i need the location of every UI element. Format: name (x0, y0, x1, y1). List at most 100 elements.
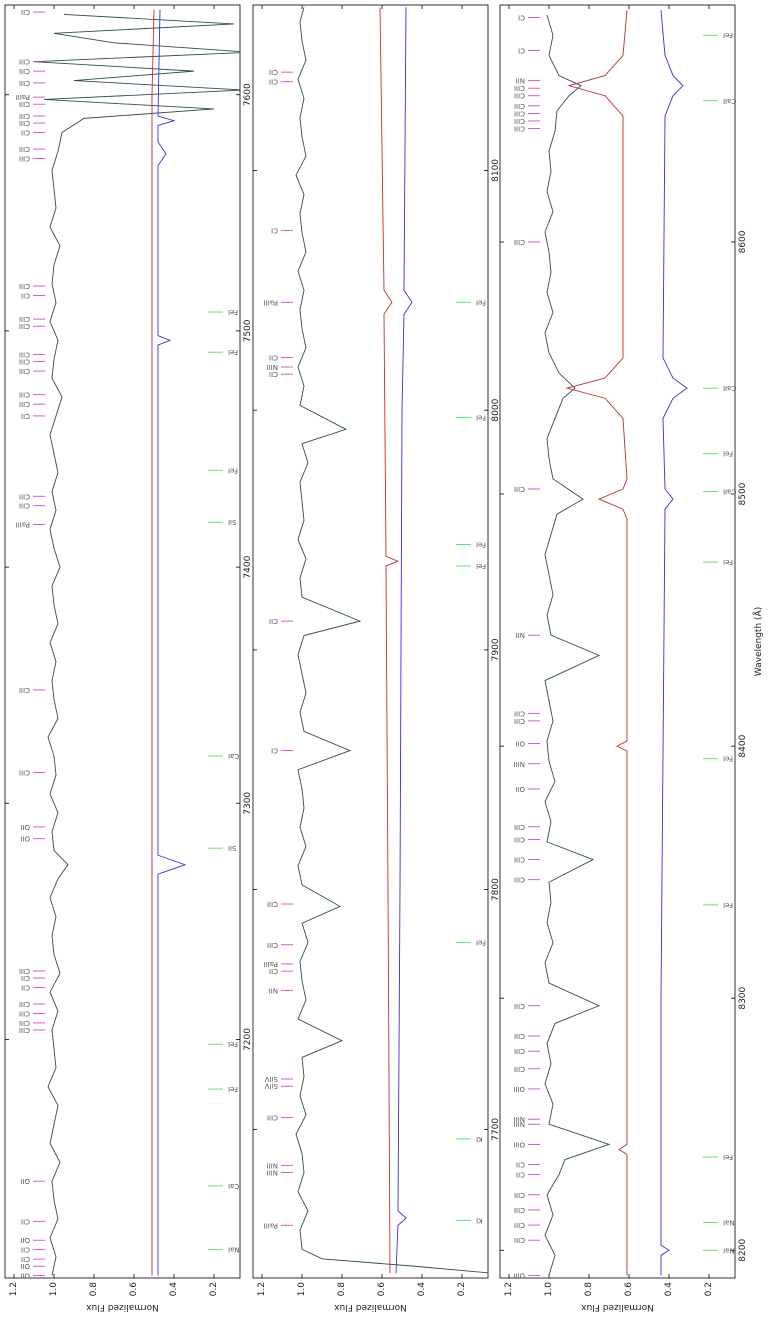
line-id-label: CIII (514, 835, 525, 843)
line-id-label: PaIII (16, 93, 30, 101)
line-id-label: CI (518, 14, 525, 22)
line-id-label: CIII (514, 102, 525, 110)
line-id-label: SiIV (265, 1075, 278, 1083)
line-id-label: NII (516, 631, 525, 639)
line-id-label: CIII (514, 92, 525, 100)
y-tick-label: 1.2 (504, 1282, 514, 1296)
spectrum-line (33, 14, 240, 1276)
y-axis-title: Normalized Flux (581, 1302, 654, 1312)
y-tick-label: 0.6 (377, 1282, 387, 1297)
x-tick-label: 7200 (243, 1028, 253, 1051)
line-id-label: CIII (514, 485, 525, 493)
line-id-label: CIII (19, 322, 30, 330)
line-id-label: OII (20, 1272, 30, 1280)
line-id-label: CaII (723, 384, 736, 392)
line-id-label: OII (20, 1262, 30, 1270)
line-id-label: CaI (228, 1182, 239, 1190)
line-id-label: NaI (723, 1219, 735, 1227)
y-tick-label: 0.6 (129, 1282, 139, 1297)
line-id-label: KI (476, 1216, 483, 1224)
rotated-figure: 7200 7300 7400 7500 7600 0.2 0.4 0.6 0.8 1.0 1.2 No… (4, 4, 764, 1312)
x-tick-label: 8100 (491, 159, 501, 182)
line-id-label: CII (21, 129, 30, 137)
x-tick-label: 7800 (491, 878, 501, 901)
line-id-label: CIII (19, 282, 30, 290)
plot-area (544, 10, 688, 1276)
line-id-label: NII (516, 77, 525, 85)
line-id-label: CIII (19, 1026, 30, 1034)
line-id-label: CIII (267, 1113, 278, 1121)
y-tick-label: 0.4 (664, 1282, 674, 1297)
line-id-label: CIII (19, 155, 30, 163)
line-id-label: NIII (267, 1169, 278, 1177)
line-id-label: OII (20, 1177, 30, 1185)
line-id-label: CIII (19, 967, 30, 975)
line-id-label: CIII (514, 1206, 525, 1214)
spectrum-line (295, 7, 488, 1274)
line-id-label: CIII (514, 717, 525, 725)
x-tick-label: 7400 (243, 555, 253, 578)
y-tick-label: 1.0 (544, 1282, 554, 1297)
panel: 8200 8300 8400 8500 8600 0.2 0.4 0.6 0.8 1.0 1.2 No… (499, 4, 764, 1312)
line-id-label: OII (20, 1236, 30, 1244)
y-tick-label: 1.0 (49, 1282, 59, 1297)
line-id-label: CIII (514, 117, 525, 125)
x-tick-label: 8000 (491, 398, 501, 421)
line-id-label: NaI (723, 1246, 735, 1254)
y-tick-label: 1.2 (9, 1282, 19, 1296)
y-tick-label: 0.8 (584, 1282, 594, 1297)
spectrum-line (157, 9, 187, 1276)
line-id-label: CIII (19, 351, 30, 359)
line-id-label: CII (269, 967, 278, 975)
line-id-label: OII (515, 740, 525, 748)
x-axis-title: Wavelength (Å) (752, 607, 764, 676)
y-tick-label: 1.2 (257, 1282, 267, 1296)
line-id-label: CII (21, 291, 30, 299)
line-id-label: CIII (19, 112, 30, 120)
spectrum-line (395, 7, 413, 1274)
line-id-label: CIII (19, 145, 30, 153)
line-id-label: PaIII (264, 960, 278, 968)
line-id-label: CIII (514, 1047, 525, 1055)
line-id-label: CII (269, 353, 278, 361)
line-id-label: FeI (228, 466, 238, 474)
x-tick-label: 8200 (738, 1239, 748, 1262)
line-id-label: CIII (514, 1002, 525, 1010)
line-id-label: CIII (19, 79, 30, 87)
line-id-label: CIII (19, 1009, 30, 1017)
y-tick-label: 0.2 (704, 1282, 714, 1296)
line-id-label: OIII (513, 1085, 525, 1093)
line-id-label: CII (269, 68, 278, 76)
line-id-label: FeI (228, 1040, 238, 1048)
x-tick-label: 7900 (491, 638, 501, 661)
line-id-label: NIII (514, 1115, 525, 1123)
line-id-label: CIII (514, 876, 525, 884)
line-id-label: NIII (267, 1161, 278, 1169)
line-id-label: CII (269, 370, 278, 378)
line-id-label: OIII (513, 1140, 525, 1148)
y-axis-title: Normalized Flux (334, 1302, 407, 1312)
line-id-label: NaI (228, 1246, 240, 1254)
line-id-label: PaIII (264, 1221, 278, 1229)
line-id-label: CIII (267, 941, 278, 949)
line-id-label: CIII (19, 67, 30, 75)
line-id-label: CII (516, 1171, 525, 1179)
line-id-label: CIII (19, 358, 30, 366)
line-id-label: CIII (19, 686, 30, 694)
line-id-label: CIII (19, 1000, 30, 1008)
line-id-label: OIII (513, 1271, 525, 1279)
line-id-label: OII (20, 835, 30, 843)
line-id-label: CII (21, 1217, 30, 1225)
line-id-label: CIII (267, 900, 278, 908)
line-id-label: CIII (19, 58, 30, 66)
line-id-label: PaIII (16, 521, 30, 529)
line-id-label: CIII (19, 119, 30, 127)
y-axis-title: Normalized Flux (86, 1302, 159, 1312)
line-id-label: FeI (476, 413, 486, 421)
line-id-label: CI (271, 226, 278, 234)
line-id-label: CIII (19, 492, 30, 500)
line-id-label: CIII (514, 823, 525, 831)
line-id-label: FeI (476, 298, 486, 306)
spectrum-line (660, 10, 688, 1276)
